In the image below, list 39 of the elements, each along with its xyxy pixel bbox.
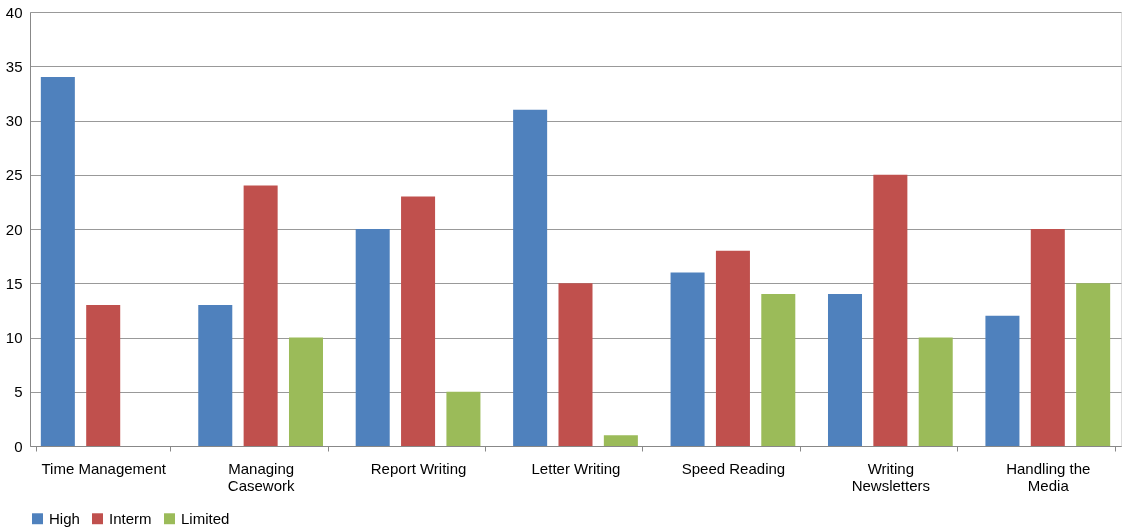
- y-tick-label: 35: [5, 57, 23, 75]
- y-tick-label: 30: [5, 112, 23, 129]
- y-tick-label: 5: [14, 383, 23, 401]
- y-tick-label: 15: [5, 274, 23, 292]
- x-tick-label: Speed Reading: [681, 459, 786, 477]
- bar: [873, 174, 908, 446]
- bar: [198, 304, 233, 446]
- y-tick-label: 25: [5, 166, 23, 184]
- bar: [918, 337, 953, 446]
- bar: [603, 435, 638, 446]
- x-tick-label: Managing Casework: [227, 459, 295, 494]
- bar: [401, 196, 436, 446]
- x-tick-label: Writing Newsletters: [851, 459, 931, 494]
- y-tick-label: 20: [5, 220, 23, 238]
- x-tick-label: Handling the Media: [1006, 459, 1091, 494]
- legend-label: Interm: [109, 509, 152, 527]
- bar: [1030, 229, 1065, 446]
- legend-label: Limited: [181, 509, 230, 527]
- y-tick-label: 10: [5, 329, 23, 346]
- bar: [446, 391, 481, 446]
- bar: [86, 304, 121, 446]
- bar: [670, 272, 705, 446]
- bar: [1076, 283, 1111, 446]
- bar: [288, 337, 324, 446]
- bar: [715, 250, 750, 446]
- bar: [513, 109, 548, 446]
- legend-label: High: [49, 509, 80, 527]
- bar: [40, 77, 75, 446]
- bar: [985, 315, 1020, 446]
- y-tick-label: 40: [5, 3, 23, 21]
- bar: [558, 283, 593, 446]
- x-tick-label: Report Writing: [370, 459, 467, 477]
- bar: [243, 185, 278, 446]
- y-tick-label: 0: [14, 437, 23, 455]
- x-tick-label: Time Management: [41, 459, 167, 477]
- bar: [355, 229, 390, 446]
- x-tick-label: Letter Writing: [531, 459, 621, 477]
- bar: [827, 294, 863, 446]
- bar: [761, 294, 796, 446]
